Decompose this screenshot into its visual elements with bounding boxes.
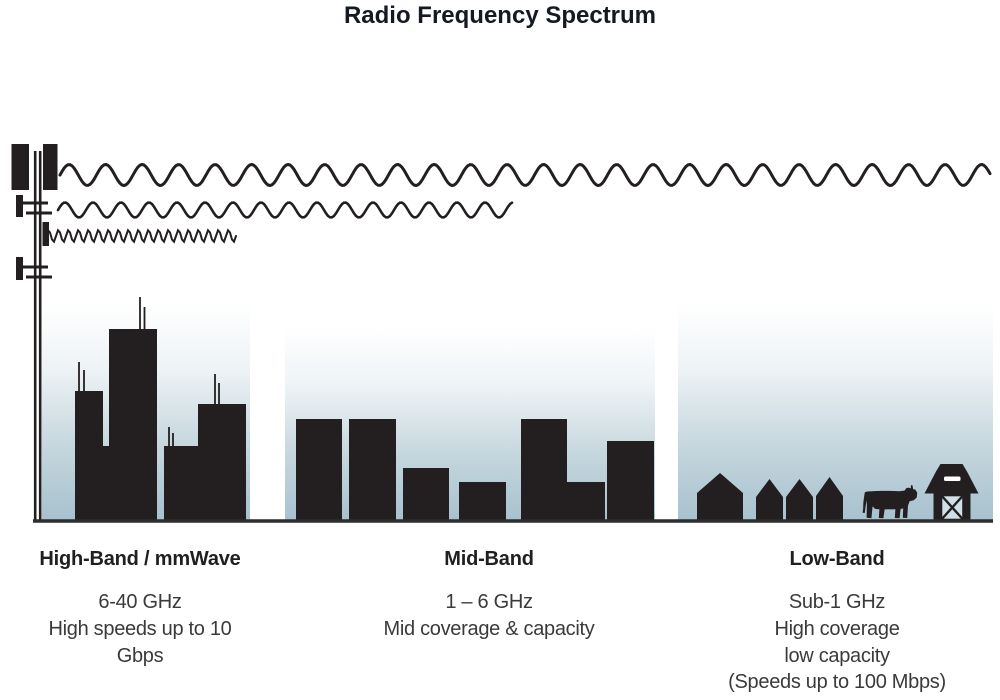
building xyxy=(403,468,449,521)
building xyxy=(109,329,157,521)
high-band-heading: High-Band / mmWave xyxy=(39,548,241,570)
rural-houses xyxy=(697,473,843,521)
low-band-coverage: High coverage xyxy=(774,617,900,640)
mid-band-details: 1 – 6 GHz Mid coverage & capacity xyxy=(374,589,604,643)
house xyxy=(756,479,783,521)
cow-icon xyxy=(862,485,918,519)
figure-title: Radio Frequency Spectrum xyxy=(343,2,657,29)
house xyxy=(786,479,813,521)
low-band-details: Sub-1 GHz High coverage low capacity (Sp… xyxy=(712,589,962,696)
short-wave xyxy=(45,228,237,244)
barn-icon xyxy=(924,464,979,522)
high-band-speed: High speeds up to 10 Gbps xyxy=(48,617,232,667)
long-wave xyxy=(58,162,992,188)
medium-wave xyxy=(56,201,514,219)
building xyxy=(198,404,246,521)
high-band-frequency: 6-40 GHz xyxy=(98,591,182,613)
suburb-skyline xyxy=(296,419,654,521)
building xyxy=(567,482,605,521)
house xyxy=(816,477,843,521)
building xyxy=(164,446,198,521)
low-band-speed: (Speeds up to 100 Mbps) xyxy=(728,671,946,694)
antenna-panel xyxy=(11,144,29,190)
building xyxy=(103,446,109,521)
mid-band-heading: Mid-Band xyxy=(444,548,534,570)
building xyxy=(349,419,396,521)
barn-loft-vent xyxy=(944,476,961,481)
high-band-details: 6-40 GHz High speeds up to 10 Gbps xyxy=(25,589,255,669)
barn-door xyxy=(939,493,965,522)
building xyxy=(607,441,654,521)
low-band-frequency: Sub-1 GHz xyxy=(788,591,886,613)
side-antenna xyxy=(42,222,49,246)
mid-band-coverage: Mid coverage & capacity xyxy=(383,617,595,640)
building xyxy=(521,419,567,521)
cell-tower-icon xyxy=(11,144,58,522)
antenna-panel xyxy=(43,144,58,190)
side-antenna xyxy=(16,195,23,217)
building xyxy=(296,419,342,521)
low-band-heading: Low-Band xyxy=(789,548,885,570)
city-skyline xyxy=(75,297,246,521)
mid-band-frequency: 1 – 6 GHz xyxy=(445,591,533,613)
building xyxy=(75,391,103,521)
building xyxy=(459,482,506,521)
house xyxy=(697,473,743,521)
radio-waves xyxy=(45,162,992,244)
low-band-capacity: low capacity xyxy=(784,644,890,667)
